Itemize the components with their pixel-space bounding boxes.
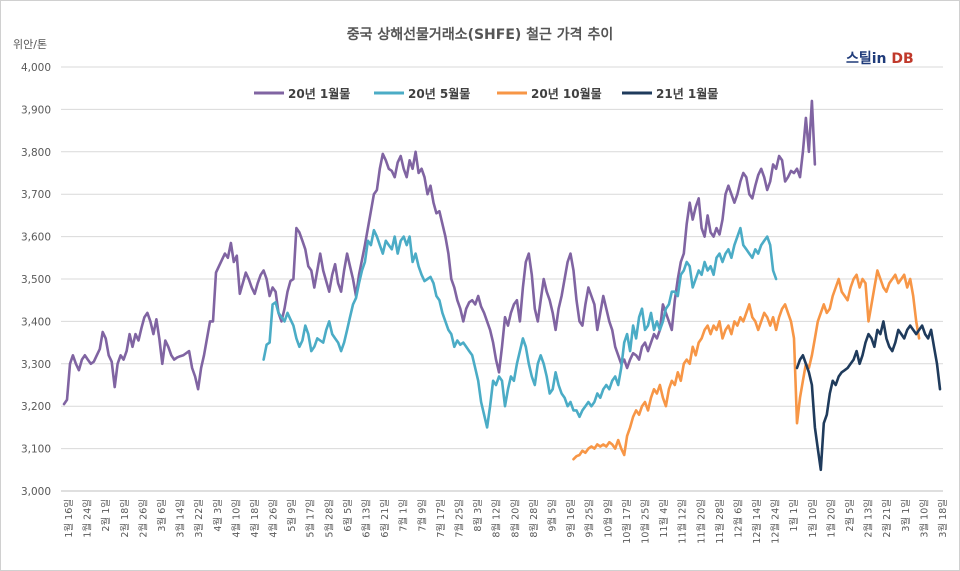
x-tick-label: 4월 26일 [268,499,280,538]
y-tick-label: 3,300 [21,359,51,371]
logo-steelin: 스틸in [846,51,891,67]
series-line-2 [262,226,778,429]
x-tick-label: 8월 3일 [472,499,484,532]
x-tick-label: 6월 5일 [342,499,354,532]
x-tick-label: 1월 24일 [82,499,94,538]
series-lines [62,99,942,472]
x-tick-label: 3월 6일 [156,499,168,532]
y-tick-label: 3,600 [21,232,51,244]
x-tick-label: 7월 25일 [454,499,466,538]
x-tick-label: 4월 3일 [212,499,224,532]
x-tick-label: 2월 1일 [100,499,112,532]
x-tick-label: 2월 13일 [863,499,875,538]
legend-label-2: 20년 5월물 [408,86,470,101]
x-tick-label: 2월 26일 [137,499,149,538]
x-tick-label: 12월 14일 [751,499,763,544]
x-tick-label: 1월 10일 [807,499,819,538]
x-tick-label: 4월 18일 [249,499,261,538]
x-tick-label: 11월 4일 [658,499,670,538]
x-tick-label: 2월 5일 [844,499,856,532]
x-tick-label: 10월 9일 [602,499,614,538]
x-tick-label: 3월 18일 [937,499,949,538]
x-tick-label: 12월 6일 [732,499,744,538]
gridlines [61,66,943,492]
x-tick-label: 11월 28일 [714,499,726,544]
x-tick-label: 7월 9일 [416,499,428,532]
x-axis-ticks: 1월 16일 1월 24일 2월 1일 2월 18일 2월 26일 3월 6일 3월 14일… [63,499,949,544]
x-tick-label: 5월 28일 [323,499,335,538]
y-tick-label: 3,100 [21,444,51,456]
legend-label-4: 21년 1월물 [656,86,718,101]
x-tick-label: 8월 12일 [491,499,503,538]
logo-db: DB [891,51,913,67]
y-axis-unit-label: 위안/톤 [13,38,47,51]
x-tick-label: 1월 16일 [63,499,75,538]
y-tick-label: 3,000 [21,486,51,498]
x-tick-label: 1월 1일 [788,499,800,532]
steelin-db-logo: 스틸in DB [846,51,914,67]
x-tick-label: 4월 10일 [230,499,242,538]
x-tick-label: 6월 21일 [379,499,391,538]
series-line-4 [795,320,942,472]
x-tick-label: 9월 5일 [546,499,558,532]
x-tick-label: 3월 10일 [918,499,930,538]
x-tick-label: 11월 12일 [677,499,689,544]
x-tick-label: 5월 17일 [305,499,317,538]
x-tick-label: 10월 25일 [639,499,651,544]
y-tick-label: 3,400 [21,316,51,328]
y-tick-label: 3,700 [21,189,51,201]
x-tick-label: 8월 20일 [509,499,521,538]
series-line-3 [572,269,921,461]
y-tick-label: 3,200 [21,401,51,413]
x-tick-label: 10월 17일 [621,499,633,544]
x-tick-label: 2월 18일 [119,499,131,538]
x-tick-label: 9월 16일 [565,499,577,538]
x-tick-label: 7월 17일 [435,499,447,538]
x-tick-label: 7월 1일 [398,499,410,532]
x-tick-label: 6월 13일 [361,499,373,538]
x-tick-label: 3월 1일 [900,499,912,532]
x-tick-label: 8월 28일 [528,499,540,538]
x-tick-label: 1월 20일 [825,499,837,538]
y-tick-label: 3,800 [21,147,51,159]
x-tick-label: 2월 21일 [881,499,893,538]
x-tick-label: 3월 14일 [175,499,187,538]
y-tick-label: 3,500 [21,274,51,286]
x-tick-label: 3월 22일 [193,499,205,538]
legend: 20년 1월물 20년 5월물 20년 10월물 21년 1월물 [254,86,718,101]
y-tick-label: 3,900 [21,104,51,116]
y-tick-label: 4,000 [21,62,51,74]
x-tick-label: 9월 25일 [584,499,596,538]
legend-label-1: 20년 1월물 [288,86,350,101]
y-axis-ticks: 3,000 3,100 3,200 3,300 3,400 3,500 3,600 3,700… [21,62,51,498]
x-tick-label: 5월 9일 [286,499,298,532]
logo-text: 스틸in DB [846,51,914,67]
x-tick-label: 11월 20일 [695,499,707,544]
chart-title: 중국 상해선물거래소(SHFE) 철근 가격 추이 [347,26,613,43]
series-line-1 [62,99,817,406]
x-tick-label: 12월 24일 [770,499,782,544]
legend-label-3: 20년 10월물 [531,86,602,101]
